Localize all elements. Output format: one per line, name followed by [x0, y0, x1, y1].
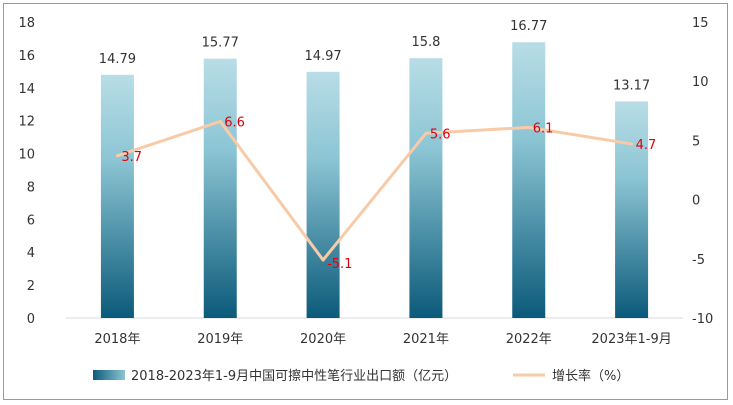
growth-point: [218, 119, 222, 123]
growth-point: [527, 125, 531, 129]
y-left-tick-label: 12: [18, 115, 35, 130]
growth-point: [321, 258, 325, 262]
y-right-tick-label: 5: [692, 134, 700, 149]
y-left-tick-label: 2: [27, 279, 35, 294]
y-left-tick-label: 0: [27, 312, 35, 327]
x-tick-label: 2019年: [197, 332, 243, 347]
y-left-tick-label: 14: [18, 82, 35, 97]
bar: [306, 71, 340, 319]
legend-line-label: 增长率（%）: [552, 368, 629, 384]
bar-value-label: 14.79: [99, 52, 136, 67]
y-left-tick-label: 16: [18, 49, 35, 64]
bar-value-label: 13.17: [613, 78, 650, 93]
line-group: [115, 119, 634, 262]
legend: 2018-2023年1-9月中国可擦中性笔行业出口额（亿元） 增长率（%）: [93, 368, 629, 384]
y-left-tick-label: 4: [27, 246, 35, 261]
growth-value-label: -5.1: [327, 257, 352, 272]
bar-value-label: 15.77: [202, 36, 239, 51]
bar: [512, 42, 546, 319]
bar: [615, 101, 649, 318]
bar-value-label: 14.97: [304, 49, 341, 64]
y-left-tick-label: 10: [18, 148, 35, 163]
growth-value-label: 3.7: [121, 150, 142, 165]
bar: [409, 58, 443, 319]
growth-point: [115, 154, 119, 158]
growth-value-label: 4.7: [636, 138, 657, 153]
y-right-tick-label: 10: [692, 75, 709, 90]
growth-point: [424, 131, 428, 135]
bar-value-label: 16.77: [510, 19, 547, 34]
y-right-tick-label: -5: [692, 253, 705, 268]
legend-bar-swatch: [93, 370, 125, 380]
growth-value-label: 6.6: [224, 115, 245, 130]
bar: [100, 74, 134, 318]
legend-bar-label: 2018-2023年1-9月中国可擦中性笔行业出口额（亿元）: [131, 368, 457, 384]
axes-group: 0 2 4 6 8 10 12 14 16 18 -10 -5 0 5 10 15 2018年 2019年 2020…: [18, 16, 713, 347]
growth-line: [116, 119, 632, 262]
y-right-tick-label: 15: [692, 16, 709, 31]
y-left-tick-label: 6: [27, 213, 35, 228]
growth-value-label: 5.6: [430, 127, 451, 142]
y-right-tick-label: -10: [692, 312, 713, 327]
y-left-tick-label: 8: [27, 180, 35, 195]
x-tick-label: 2021年: [403, 332, 449, 347]
bar-value-label: 15.8: [411, 35, 440, 50]
labels-group: 14.79 15.77 14.97 15.8 16.77 13.17 3.7 6.6 -5.1 5…: [99, 19, 656, 272]
growth-point: [630, 142, 634, 146]
x-tick-label: 2020年: [300, 332, 346, 347]
x-tick-label: 2022年: [506, 332, 552, 347]
bar: [203, 58, 237, 318]
y-right-tick-label: 0: [692, 194, 700, 209]
x-tick-label: 2018年: [94, 332, 140, 347]
y-left-tick-label: 18: [18, 16, 35, 31]
x-tick-label: 2023年1-9月: [591, 332, 671, 347]
bars-group: [100, 42, 649, 319]
growth-value-label: 6.1: [533, 121, 554, 136]
